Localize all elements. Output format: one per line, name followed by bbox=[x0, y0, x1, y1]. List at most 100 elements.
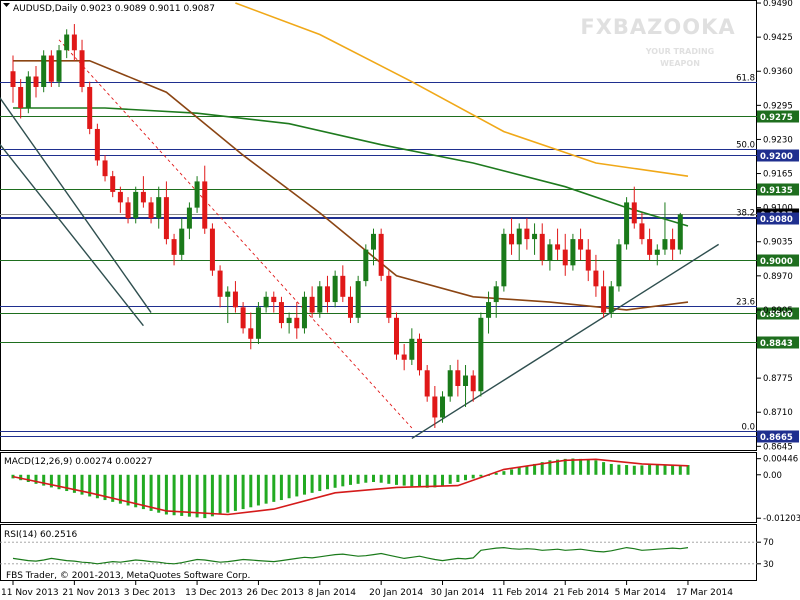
candle-body bbox=[18, 86, 24, 108]
macd-histogram-bar bbox=[295, 474, 299, 497]
chart-header-title: AUDUSD,Daily 0.9023 0.9089 0.9011 0.9087 bbox=[13, 4, 215, 14]
candle-body bbox=[440, 396, 446, 418]
macd-histogram-bar bbox=[264, 474, 268, 504]
macd-histogram-bar bbox=[26, 474, 30, 482]
candle-body bbox=[48, 55, 54, 82]
fib-level-label: 50.0 bbox=[736, 141, 755, 151]
macd-histogram-bar bbox=[218, 474, 222, 515]
candle-body bbox=[432, 396, 438, 418]
price-level-tag bbox=[757, 430, 799, 443]
macd-histogram-bar bbox=[540, 462, 544, 475]
candle-body bbox=[194, 181, 200, 208]
candle-body bbox=[41, 55, 47, 87]
price-tick-label: 0.8905 bbox=[763, 306, 793, 316]
macd-histogram-bar bbox=[678, 465, 682, 475]
candle-body bbox=[33, 76, 39, 87]
macd-histogram-bar bbox=[648, 465, 652, 475]
macd-histogram-bar bbox=[625, 465, 629, 475]
rsi-panel bbox=[0, 524, 757, 581]
fib-level-label: 23.6 bbox=[736, 298, 755, 308]
macd-histogram-bar bbox=[425, 474, 429, 488]
candle-body bbox=[639, 223, 645, 240]
candle-body bbox=[263, 296, 269, 308]
candle-body bbox=[555, 244, 561, 250]
time-tick-label: 26 Dec 2013 bbox=[246, 588, 304, 598]
candle-body bbox=[562, 249, 568, 266]
candle-body bbox=[409, 338, 415, 360]
macd-panel bbox=[0, 452, 757, 523]
macd-histogram-bar bbox=[517, 467, 521, 475]
time-tick-label: 30 Jan 2014 bbox=[431, 588, 485, 598]
macd-histogram-bar bbox=[141, 474, 145, 510]
candle-body bbox=[317, 286, 323, 313]
price-level-tag bbox=[757, 336, 799, 349]
candle-body bbox=[71, 34, 77, 51]
price-level-label: 0.9200 bbox=[760, 152, 793, 162]
price-level-tag bbox=[757, 307, 799, 320]
macd-histogram-bar bbox=[164, 474, 168, 515]
macd-histogram-bar bbox=[579, 458, 583, 475]
candle-body bbox=[202, 181, 208, 229]
chart-menu-icon[interactable] bbox=[3, 3, 10, 7]
candle-body bbox=[102, 160, 108, 177]
macd-histogram-bar bbox=[249, 474, 253, 508]
candle-body bbox=[56, 50, 62, 82]
macd-histogram-bar bbox=[318, 474, 322, 492]
macd-histogram-bar bbox=[42, 474, 46, 486]
candle-body bbox=[294, 317, 300, 329]
candle-body bbox=[64, 34, 70, 51]
time-tick-label: 8 Jan 2014 bbox=[308, 588, 356, 598]
macd-tick-label: -0.01203 bbox=[763, 514, 800, 524]
candle-body bbox=[217, 270, 223, 297]
macd-histogram-bar bbox=[395, 474, 398, 485]
candle-body bbox=[509, 233, 515, 245]
time-tick-label: 5 Mar 2014 bbox=[615, 588, 667, 598]
price-level-tag bbox=[757, 149, 799, 162]
candle-body bbox=[248, 328, 254, 339]
macd-histogram-bar bbox=[279, 474, 283, 501]
candle-body bbox=[585, 249, 591, 271]
macd-histogram-bar bbox=[686, 465, 690, 475]
price-tick-label: 0.9490 bbox=[763, 0, 793, 9]
price-tick-label: 0.9360 bbox=[763, 67, 793, 77]
candle-body bbox=[486, 302, 492, 318]
candle-body bbox=[532, 233, 538, 240]
macd-histogram-bar bbox=[594, 460, 598, 475]
footer-copyright: FBS Trader, © 2001-2013, MetaQuotes Soft… bbox=[6, 571, 250, 581]
candle-body bbox=[110, 176, 116, 192]
macd-histogram-bar bbox=[602, 462, 606, 475]
candle-body bbox=[25, 76, 31, 108]
price-level-label: 0.8900 bbox=[760, 310, 793, 320]
macd-tick-label: 0.00446 bbox=[763, 455, 798, 465]
candle-body bbox=[647, 239, 653, 255]
price-tick-label: 0.8775 bbox=[763, 374, 793, 384]
candle-body bbox=[10, 71, 16, 87]
price-level-label: 0.8665 bbox=[760, 433, 793, 443]
candle-body bbox=[401, 354, 407, 360]
candle-body bbox=[156, 197, 162, 219]
candle-body bbox=[478, 317, 484, 392]
macd-histogram-bar bbox=[149, 474, 153, 511]
macd-histogram-bar bbox=[272, 474, 276, 502]
macd-histogram-bar bbox=[586, 459, 590, 475]
macd-histogram-bar bbox=[256, 474, 260, 506]
macd-histogram-bar bbox=[303, 474, 306, 495]
time-axis: 11 Nov 2013 21 Nov 2013 3 Dec 2013 13 Dec 2… bbox=[1, 581, 733, 598]
watermark: FXBAZOOKA YOUR TRADING WEAPON bbox=[580, 15, 734, 68]
candle-body bbox=[593, 270, 599, 287]
macd-histogram-bar bbox=[456, 474, 460, 482]
candle-body bbox=[125, 202, 131, 219]
candle-body bbox=[578, 239, 584, 250]
macd-histogram-bar bbox=[88, 474, 92, 497]
macd-histogram-bar bbox=[402, 474, 406, 486]
trend-line bbox=[411, 243, 720, 440]
price-tick-label: 0.9035 bbox=[763, 238, 793, 248]
price-level-label: 0.9135 bbox=[760, 186, 793, 196]
candle-body bbox=[324, 286, 330, 303]
time-tick-label: 21 Nov 2013 bbox=[62, 588, 120, 598]
price-level-tag bbox=[757, 183, 799, 196]
price-level-label: 0.9000 bbox=[760, 257, 793, 267]
candle-body bbox=[117, 191, 123, 203]
macd-histogram-bar bbox=[80, 474, 84, 495]
macd-signal-line bbox=[12, 458, 689, 516]
